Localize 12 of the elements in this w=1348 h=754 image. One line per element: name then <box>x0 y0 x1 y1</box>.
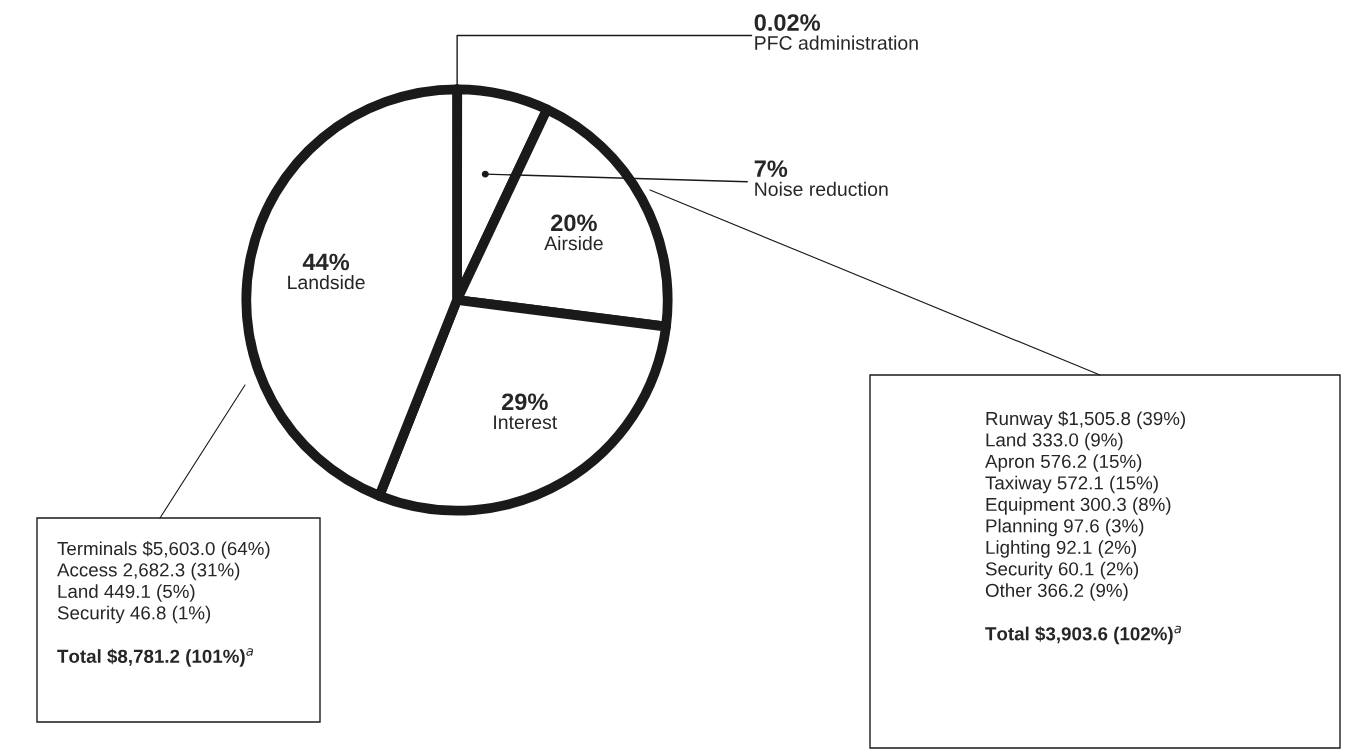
text: Terminals $5,603.0 (64%) Access 2,682.3 (31%) Land 449.1 (5%) Security 46.8 (1%) Total $8,781.2 (101%)$^{a}$ <box>57 541 270 667</box>
data-label: 20% <box>551 214 597 232</box>
slice-label: Noise reduction <box>755 181 888 197</box>
slice-label: PFC administration <box>755 35 918 50</box>
data-label: 29% <box>501 393 548 411</box>
text: Runway $1,505.8 (39%) Land 333.0 (9%) Apron 576.2 (15%) Taxiway 572.1 (15%) Equipment 300.3 (8%) Planning 97.6 (3%) Lighting 92.1 (2%) Security 60.1 (2%) Other 366.2 (9%) Total $3,903.6 (102%)$^{a}$ <box>985 411 1185 645</box>
data-label: 7% <box>754 160 788 178</box>
slice-label: Landside <box>288 274 365 290</box>
slice-label: Interest <box>494 415 558 430</box>
data-label: 0.02% <box>754 14 821 31</box>
slice-label: Airside <box>544 235 603 251</box>
data-label: 44% <box>302 253 350 271</box>
